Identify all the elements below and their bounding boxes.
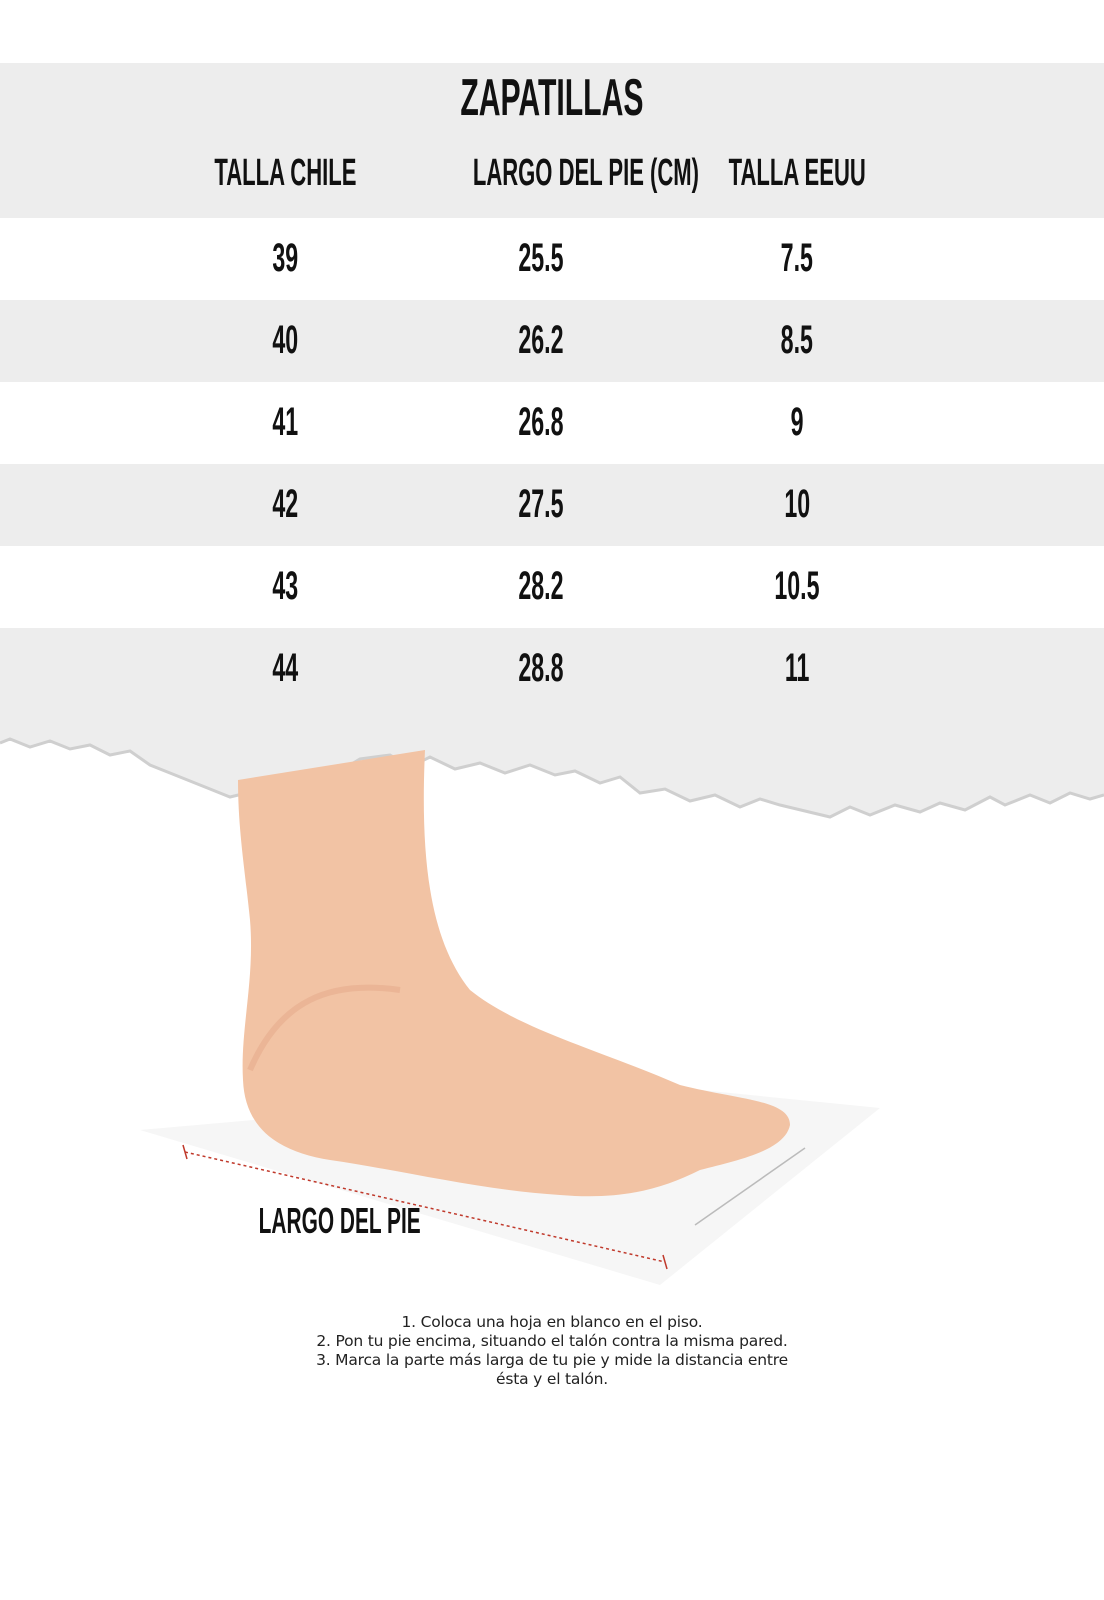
instruction-step: ésta y el talón. [496, 1370, 608, 1388]
table-cell: 27.5 [518, 482, 564, 526]
column-header-talla-eeuu: TALLA EEUU [728, 152, 866, 194]
table-cell: 28.2 [518, 564, 564, 608]
column-header-talla-chile: TALLA CHILE [213, 152, 357, 194]
instruction-step: 3. Marca la parte más larga de tu pie y … [316, 1351, 788, 1369]
column-header-largo-pie: LARGO DEL PIE (CM) [472, 152, 699, 194]
table-cell: 11 [784, 646, 810, 690]
foot-length-label: LARGO DEL PIE [258, 1200, 422, 1241]
table-cell: 28.8 [518, 646, 564, 690]
table-cell: 43 [272, 564, 298, 608]
foot-image [238, 750, 790, 1197]
table-cell: 39 [272, 236, 298, 280]
table-cell: 7.5 [780, 236, 814, 280]
table-cell: 40 [272, 318, 298, 362]
foot-measurement-illustration [140, 750, 880, 1285]
table-cell: 8.5 [780, 318, 814, 362]
measure-line [184, 1151, 666, 1263]
table-cell: 10.5 [774, 564, 820, 608]
table-cell: 26.8 [518, 400, 564, 444]
table-header-band [0, 63, 1104, 218]
table-cell: 41 [272, 400, 298, 444]
table-row-band [0, 464, 1104, 546]
table-cell: 44 [272, 646, 298, 690]
instruction-step: 1. Coloca una hoja en blanco en el piso. [401, 1313, 703, 1331]
table-cell: 26.2 [518, 318, 564, 362]
table-cell: 9 [790, 400, 804, 444]
page-title: ZAPATILLAS [460, 69, 644, 127]
instruction-step: 2. Pon tu pie encima, situando el talón … [316, 1332, 788, 1350]
table-row-band [0, 300, 1104, 382]
table-cell: 25.5 [518, 236, 564, 280]
measurement-instructions: 1. Coloca una hoja en blanco en el piso.… [0, 1313, 1104, 1389]
table-cell: 42 [272, 482, 298, 526]
table-cell: 10 [784, 482, 810, 526]
table-row-band [0, 628, 1104, 723]
